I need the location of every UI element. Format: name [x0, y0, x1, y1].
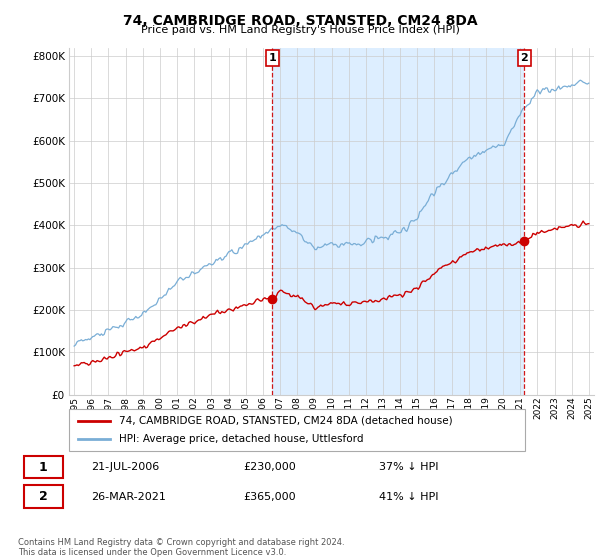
FancyBboxPatch shape: [23, 486, 63, 508]
Text: 41% ↓ HPI: 41% ↓ HPI: [379, 492, 439, 502]
FancyBboxPatch shape: [69, 409, 525, 451]
Text: 37% ↓ HPI: 37% ↓ HPI: [379, 462, 439, 472]
Text: HPI: Average price, detached house, Uttlesford: HPI: Average price, detached house, Uttl…: [119, 434, 364, 444]
Text: 1: 1: [39, 461, 48, 474]
Text: 1: 1: [268, 53, 276, 63]
Text: £365,000: £365,000: [244, 492, 296, 502]
Text: Price paid vs. HM Land Registry's House Price Index (HPI): Price paid vs. HM Land Registry's House …: [140, 25, 460, 35]
Text: 74, CAMBRIDGE ROAD, STANSTED, CM24 8DA (detached house): 74, CAMBRIDGE ROAD, STANSTED, CM24 8DA (…: [119, 416, 453, 426]
Bar: [272, 48, 524, 395]
Text: 74, CAMBRIDGE ROAD, STANSTED, CM24 8DA: 74, CAMBRIDGE ROAD, STANSTED, CM24 8DA: [122, 14, 478, 28]
Text: Contains HM Land Registry data © Crown copyright and database right 2024.
This d: Contains HM Land Registry data © Crown c…: [18, 538, 344, 557]
Text: 2: 2: [39, 490, 48, 503]
Text: 2: 2: [520, 53, 528, 63]
Text: 26-MAR-2021: 26-MAR-2021: [91, 492, 166, 502]
Text: 21-JUL-2006: 21-JUL-2006: [91, 462, 160, 472]
FancyBboxPatch shape: [23, 456, 63, 478]
Text: £230,000: £230,000: [244, 462, 296, 472]
